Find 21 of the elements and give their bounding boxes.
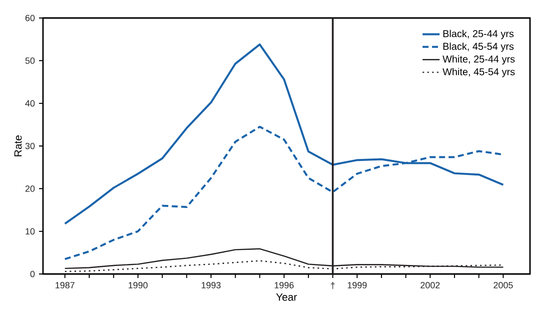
x-tick-label: 2005 xyxy=(494,282,513,288)
y-tick-label: 0 xyxy=(30,270,35,278)
y-tick-label: 20 xyxy=(25,185,35,192)
x-tick-label: 1999 xyxy=(348,282,367,288)
legend-label: Black, 45-54 yrs xyxy=(443,42,514,52)
y-tick-label: 30 xyxy=(25,142,35,150)
legend-label: White, 25-44 yrs xyxy=(442,55,515,65)
y-tick-label: 40 xyxy=(25,100,35,107)
legend-label: White, 45-54 yrs xyxy=(442,68,515,78)
x-tick-label: † xyxy=(330,282,335,290)
legend-label: Black, 25-44 yrs xyxy=(443,30,514,40)
x-tick-label: 1990 xyxy=(128,282,148,288)
x-tick-label: 2002 xyxy=(420,282,440,288)
x-tick-label: 1993 xyxy=(202,282,221,288)
y-tick-label: 50 xyxy=(25,57,35,64)
y-axis-title: Rate xyxy=(14,135,22,156)
x-axis-title: Year xyxy=(276,293,297,301)
x-tick-label: 1996 xyxy=(274,282,294,288)
y-tick-label: 60 xyxy=(25,14,35,22)
x-tick-label: 1987 xyxy=(56,282,74,288)
y-tick-label: 10 xyxy=(26,228,35,235)
